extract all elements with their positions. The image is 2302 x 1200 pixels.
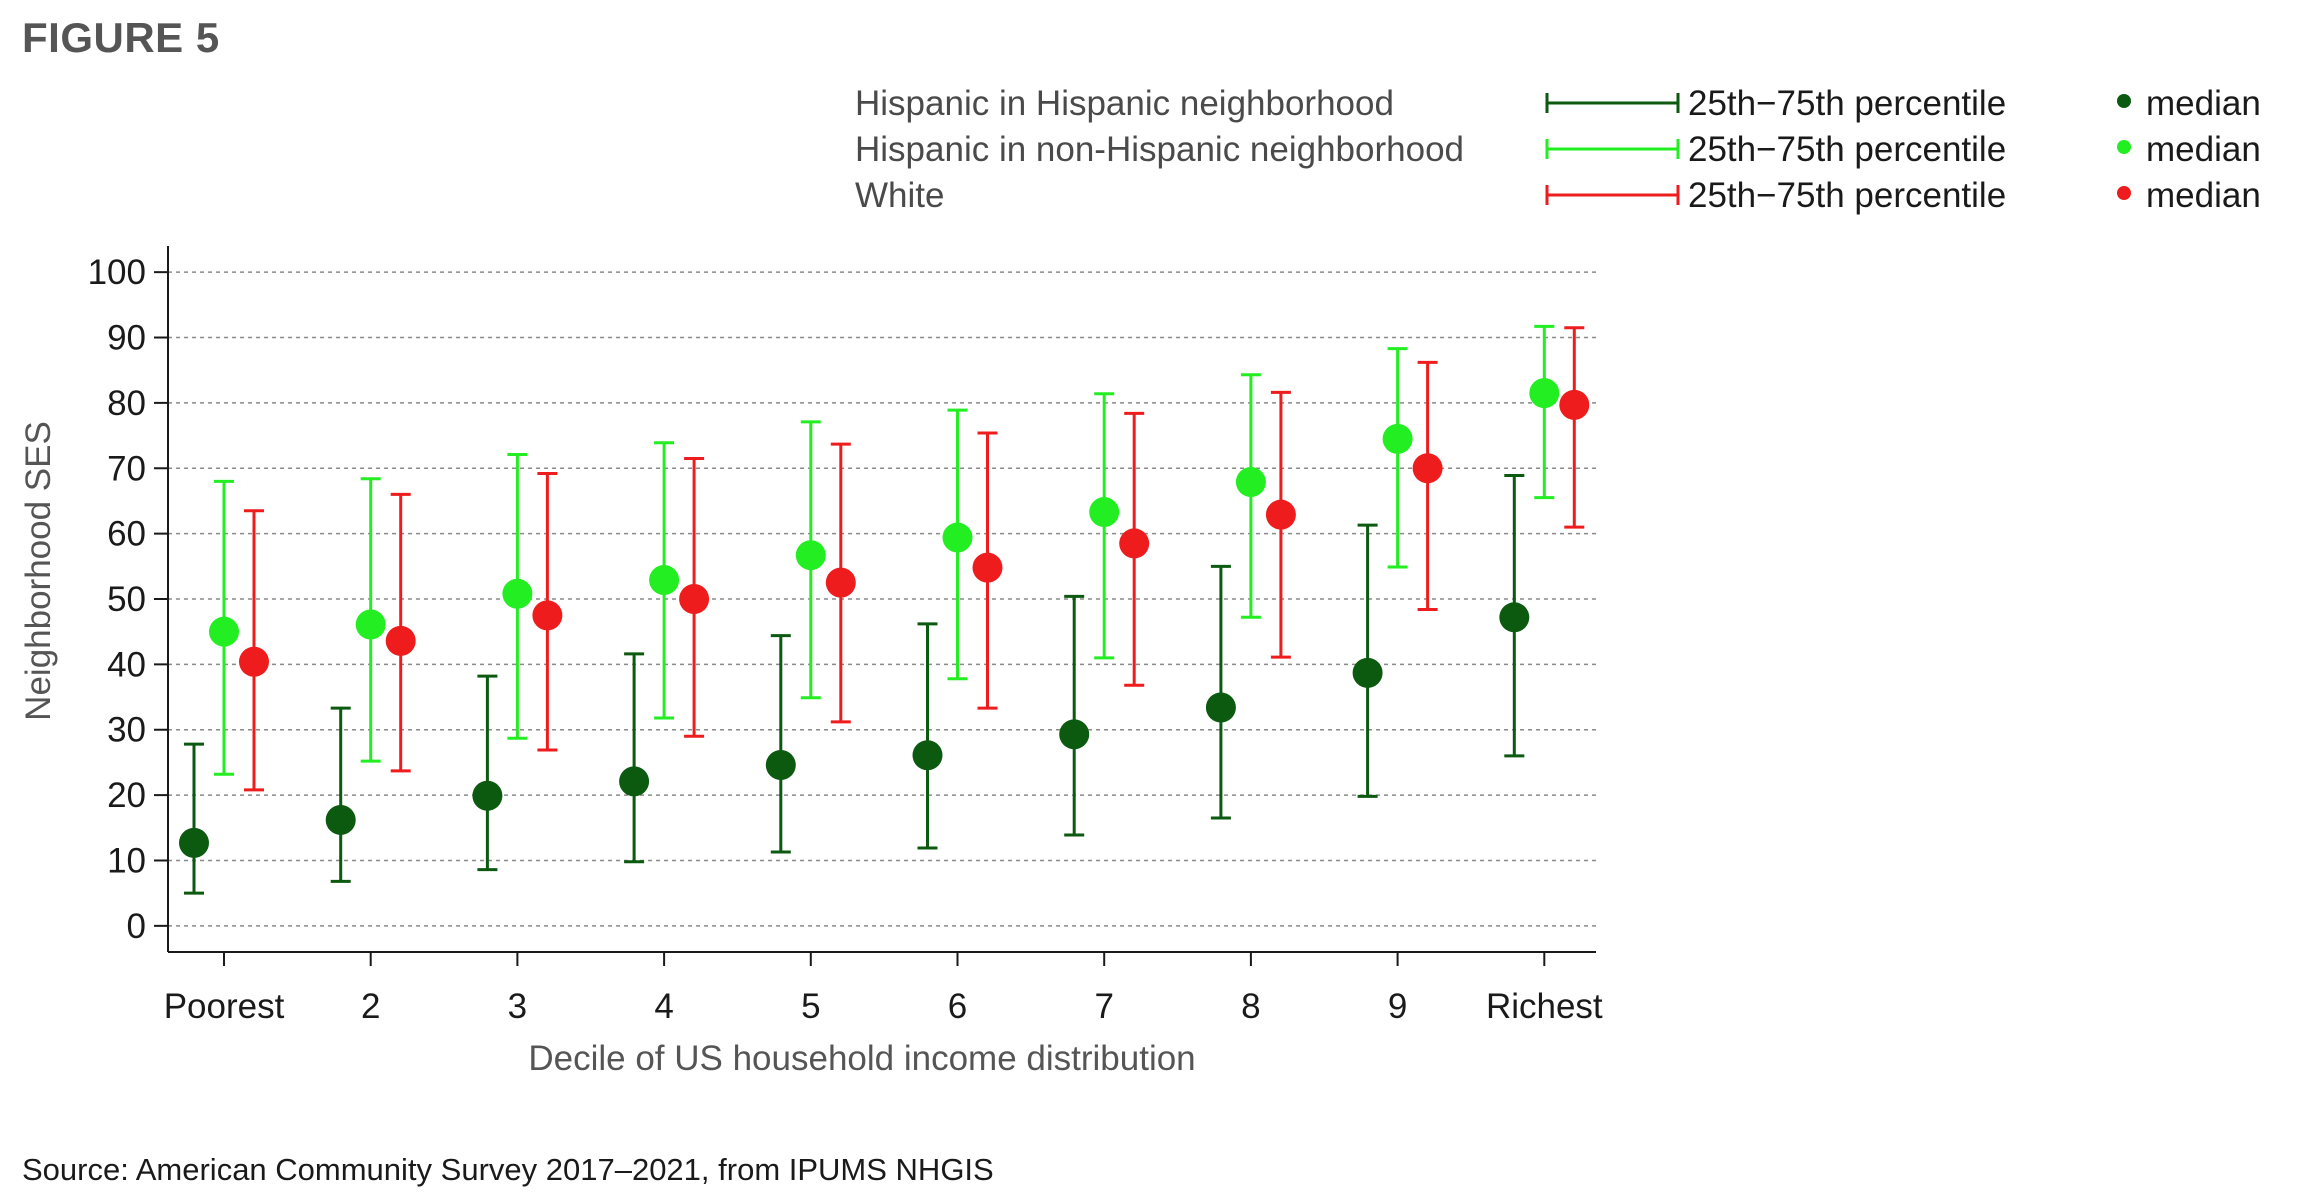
y-tick-label: 70 (107, 449, 146, 488)
median-point (1382, 423, 1413, 454)
median-point (1499, 602, 1530, 633)
median-point (209, 616, 239, 647)
median-point (1089, 497, 1120, 528)
median-point (1265, 499, 1296, 530)
x-axis-title: Decile of US household income distributi… (528, 1039, 1195, 1078)
x-tick-label: 5 (801, 987, 820, 1026)
x-tick-label: 4 (654, 987, 673, 1026)
axes: 0 10 20 30 40 50 60 70 80 90 100 Poorest 2 3 4 5 6 7 8 9 Ric… (88, 246, 1603, 1026)
x-tick-label: 2 (361, 987, 380, 1026)
grid-lines (168, 271, 1596, 927)
series-group (209, 324, 1560, 776)
legend-row: White 25th−75th percentile median (855, 176, 2261, 215)
legend-group-label: Hispanic in Hispanic neighborhood (855, 84, 1394, 123)
legend-median-marker (2117, 140, 2131, 154)
x-tick-label: 9 (1388, 987, 1407, 1026)
y-tick-label: 90 (107, 319, 146, 358)
y-tick-label: 50 (107, 580, 146, 619)
source-note: Source: American Community Survey 2017–2… (22, 1152, 994, 1187)
legend-median-label: median (2146, 176, 2261, 215)
x-tick-label: 3 (508, 987, 527, 1026)
median-point (1412, 453, 1443, 484)
median-point (1352, 657, 1383, 688)
median-point (532, 600, 563, 631)
y-tick-label: 20 (107, 776, 146, 815)
chart-marks (179, 324, 1590, 895)
median-point (1119, 528, 1150, 559)
legend-group-label: White (855, 176, 944, 215)
legend: Hispanic in Hispanic neighborhood 25th−75… (855, 84, 2261, 215)
median-point (972, 552, 1003, 583)
median-point (795, 540, 826, 571)
y-tick-label: 80 (107, 384, 146, 423)
y-axis-title: Neighborhood SES (19, 421, 58, 721)
y-tick-label: 0 (127, 907, 146, 946)
median-point (649, 565, 680, 596)
chart-svg: Hispanic in Hispanic neighborhood 25th−75… (19, 84, 2261, 1078)
median-point (1205, 692, 1236, 723)
legend-row: Hispanic in Hispanic neighborhood 25th−75… (855, 84, 2261, 123)
median-point (765, 750, 796, 781)
legend-median-label: median (2146, 84, 2261, 123)
y-tick-label: 100 (88, 253, 146, 292)
x-tick-label: 8 (1241, 987, 1260, 1026)
median-point (325, 804, 356, 835)
median-point (942, 522, 973, 553)
legend-range-label: 25th−75th percentile (1688, 84, 2006, 123)
median-point (1529, 378, 1560, 409)
x-tick-label: Poorest (164, 987, 285, 1026)
legend-range-label: 25th−75th percentile (1688, 176, 2006, 215)
x-tick-label: 6 (948, 987, 967, 1026)
y-tick-label: 30 (107, 711, 146, 750)
series-group (239, 326, 1590, 792)
median-point (619, 766, 650, 797)
median-point (179, 827, 209, 858)
median-point (472, 780, 503, 811)
median-point (1059, 719, 1090, 750)
median-point (385, 625, 416, 656)
y-tick-label: 60 (107, 515, 146, 554)
legend-range-label: 25th−75th percentile (1688, 130, 2006, 169)
legend-group-label: Hispanic in non-Hispanic neighborhood (855, 130, 1464, 169)
y-tick-label: 40 (107, 645, 146, 684)
median-point (679, 584, 710, 614)
legend-median-marker (2117, 94, 2131, 108)
median-point (825, 567, 856, 598)
legend-row: Hispanic in non-Hispanic neighborhood 25t… (855, 130, 2261, 169)
legend-median-label: median (2146, 130, 2261, 169)
series-group (179, 473, 1530, 895)
x-tick-label: Richest (1486, 987, 1603, 1026)
median-point (1559, 389, 1590, 420)
median-point (912, 740, 943, 771)
y-tick-label: 10 (107, 841, 146, 880)
x-tick-label: 7 (1094, 987, 1113, 1026)
figure-label: FIGURE 5 (22, 14, 220, 61)
median-point (355, 609, 386, 640)
median-point (1235, 466, 1266, 497)
legend-median-marker (2117, 186, 2131, 200)
median-point (239, 646, 269, 677)
median-point (502, 578, 533, 609)
